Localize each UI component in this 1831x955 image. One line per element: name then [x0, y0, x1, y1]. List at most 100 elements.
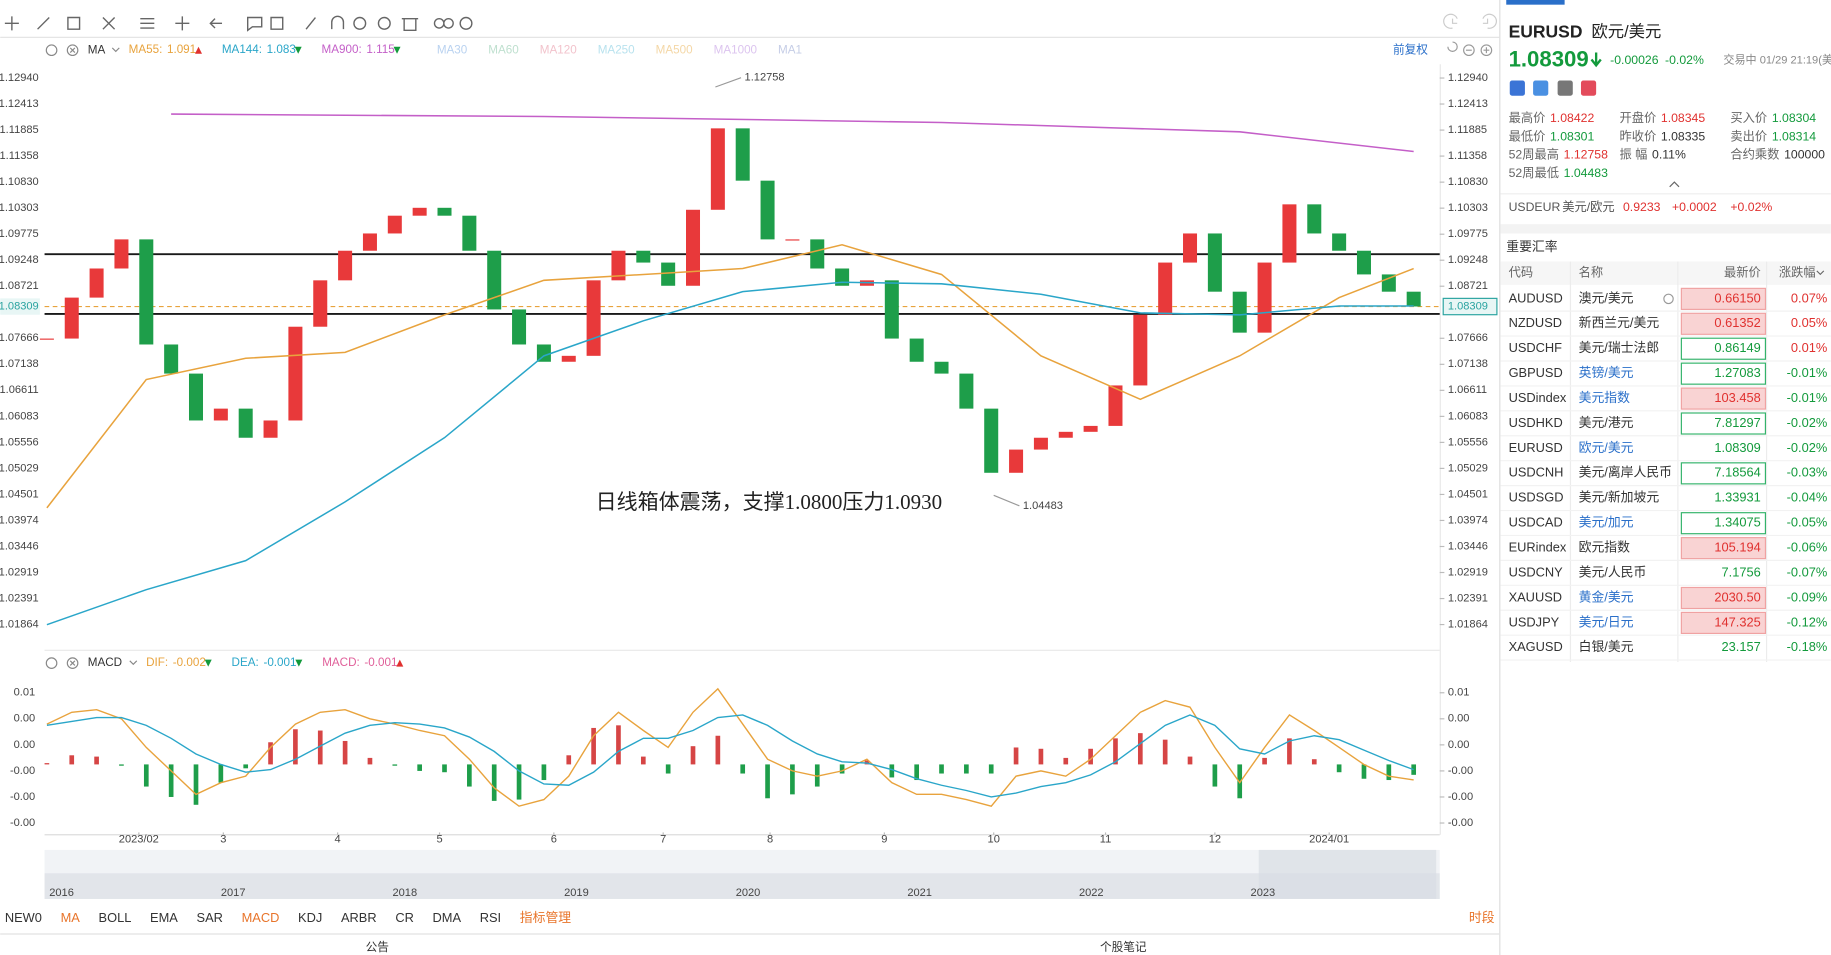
toolbar-icons[interactable]	[4, 15, 473, 32]
rate-name[interactable]: 白银/美元	[1579, 639, 1634, 654]
pane-controls[interactable]	[1447, 41, 1493, 57]
stat-label: 52周最低	[1509, 166, 1559, 180]
rate-code[interactable]: USDindex	[1509, 390, 1567, 405]
session-tab[interactable]: 时段	[1469, 910, 1495, 925]
indicator-tab[interactable]: ARBR	[341, 910, 377, 925]
column-header[interactable]: 名称	[1579, 264, 1604, 279]
candle	[412, 207, 427, 216]
rate-code[interactable]: EURUSD	[1509, 440, 1563, 455]
table-header-bg	[1500, 261, 1831, 285]
rate-code[interactable]: USDCHF	[1509, 340, 1563, 355]
ma-inactive[interactable]: MA250	[598, 43, 635, 56]
indicator-tab[interactable]: BOLL	[99, 910, 132, 925]
stat-label: 振 幅	[1619, 147, 1647, 162]
rate-name[interactable]: 美元/加元	[1579, 515, 1634, 530]
macd-bar	[616, 725, 621, 765]
rate-code[interactable]: AUDUSD	[1509, 290, 1563, 305]
rate-name[interactable]: 美元/瑞士法郎	[1579, 340, 1660, 355]
rate-code[interactable]: NZDUSD	[1509, 315, 1562, 330]
quote-icons[interactable]	[1509, 80, 1597, 96]
indicator-tab[interactable]: NEW0	[5, 910, 42, 925]
candle	[462, 215, 477, 251]
legend-icons[interactable]	[45, 44, 138, 669]
ma-inactive[interactable]: MA500	[656, 43, 693, 56]
navigator-window[interactable]	[1258, 849, 1437, 899]
quote-stat: 合约乘数 100000	[1730, 147, 1825, 162]
rate-name[interactable]: 美元指数	[1579, 390, 1630, 405]
y-tick-label: 1.10303	[1448, 202, 1488, 214]
ma-inactive[interactable]: MA30	[437, 43, 468, 56]
column-header[interactable]: 代码	[1509, 265, 1534, 279]
rate-name[interactable]: 美元/日元	[1579, 614, 1634, 629]
rate-name[interactable]: 欧元指数	[1579, 540, 1630, 555]
macd-bar	[467, 764, 472, 787]
row-icon[interactable]	[1663, 293, 1674, 305]
rate-name[interactable]: 英镑/美元	[1579, 365, 1634, 380]
ma-legend[interactable]: MA900: 1.115	[322, 43, 395, 56]
rate-code[interactable]: USDHKD	[1509, 415, 1563, 430]
indicator-tab[interactable]: MACD	[242, 910, 280, 925]
rate-code[interactable]: USDCNH	[1509, 465, 1564, 480]
macd-legend[interactable]: MACD: -0.001	[322, 656, 397, 669]
rate-name[interactable]: 美元/港元	[1579, 415, 1634, 430]
column-header[interactable]: 涨跌幅	[1779, 264, 1816, 279]
undo-redo[interactable]	[1443, 13, 1497, 29]
sort-caret[interactable]	[1816, 270, 1825, 276]
rate-name[interactable]: 澳元/美元	[1579, 290, 1634, 305]
rate-name[interactable]: 美元/离岸人民币	[1579, 465, 1672, 480]
rate-code[interactable]: USDCAD	[1509, 515, 1563, 530]
ma-legend[interactable]: MA55: 1.091	[129, 43, 197, 56]
rate-name[interactable]: 黄金/美元	[1579, 589, 1634, 604]
ma-legend[interactable]: MA144: 1.083	[222, 43, 296, 56]
flash-box	[1680, 537, 1767, 560]
rate-code[interactable]: USDCNY	[1509, 564, 1564, 579]
y-tick-label-left: 1.09775	[0, 228, 39, 240]
indicator-tab[interactable]: EMA	[150, 910, 178, 925]
indicator-tab[interactable]: RSI	[480, 910, 501, 925]
macd-legend[interactable]: DIF: -0.002	[146, 656, 206, 669]
candle	[64, 297, 79, 339]
cross-code[interactable]: USDEUR	[1509, 200, 1561, 214]
rate-pct: -0.18%	[1787, 639, 1828, 654]
macd-bar	[392, 764, 398, 766]
y-tick-label-left: 1.06083	[0, 410, 39, 422]
candle	[1033, 437, 1048, 450]
ma-inactive[interactable]: MA120	[540, 43, 577, 56]
quote-stat: 52周最高 1.12758	[1509, 147, 1609, 162]
indicator-tab[interactable]: 指标管理	[520, 910, 571, 925]
collapse-caret[interactable]	[1669, 181, 1680, 188]
column-header[interactable]: 最新价	[1724, 264, 1761, 279]
rate-code[interactable]: EURindex	[1509, 540, 1567, 555]
rate-code[interactable]: GBPUSD	[1509, 365, 1563, 380]
rate-name[interactable]: 美元/人民币	[1579, 564, 1647, 579]
macd-legend[interactable]: DEA: -0.001	[232, 656, 297, 669]
rate-code[interactable]: XAUUSD	[1509, 589, 1562, 604]
rate-name[interactable]: 新西兰元/美元	[1579, 315, 1660, 330]
macd-bar	[889, 764, 895, 778]
indicator-tab[interactable]: DMA	[433, 910, 462, 925]
indicator-tab[interactable]: CR	[395, 910, 414, 925]
restore-button[interactable]: 前复权	[1393, 42, 1428, 56]
y-tick-label: -0.00	[1448, 791, 1473, 803]
macd-bar	[168, 764, 174, 797]
indicator-tab[interactable]: MA	[61, 910, 81, 925]
rate-name[interactable]: 欧元/美元	[1579, 440, 1634, 455]
rate-code[interactable]: USDJPY	[1509, 614, 1560, 629]
indicator-tab[interactable]: SAR	[197, 910, 223, 925]
extreme-label: 1.12758	[745, 72, 785, 84]
ma-inactive[interactable]: MA1000	[714, 43, 758, 56]
y-tick-label-left: 1.09248	[0, 254, 39, 266]
trend-arrow	[204, 659, 212, 667]
rate-name[interactable]: 美元/新加坡元	[1579, 490, 1660, 505]
rate-code[interactable]: XAGUSD	[1509, 639, 1563, 654]
ma-inactive[interactable]: MA60	[488, 43, 519, 56]
macd-bar	[939, 764, 944, 774]
footer-tab[interactable]: 个股笔记	[1100, 940, 1147, 954]
candle	[263, 420, 278, 438]
indicator-tab[interactable]: KDJ	[298, 910, 322, 925]
footer-tab[interactable]: 公告	[366, 941, 389, 954]
ma-inactive[interactable]: MA1	[778, 43, 802, 56]
y-tick-label: 1.06083	[1448, 410, 1488, 422]
rate-code[interactable]: USDSGD	[1509, 490, 1564, 505]
trend-arrow	[396, 659, 404, 667]
